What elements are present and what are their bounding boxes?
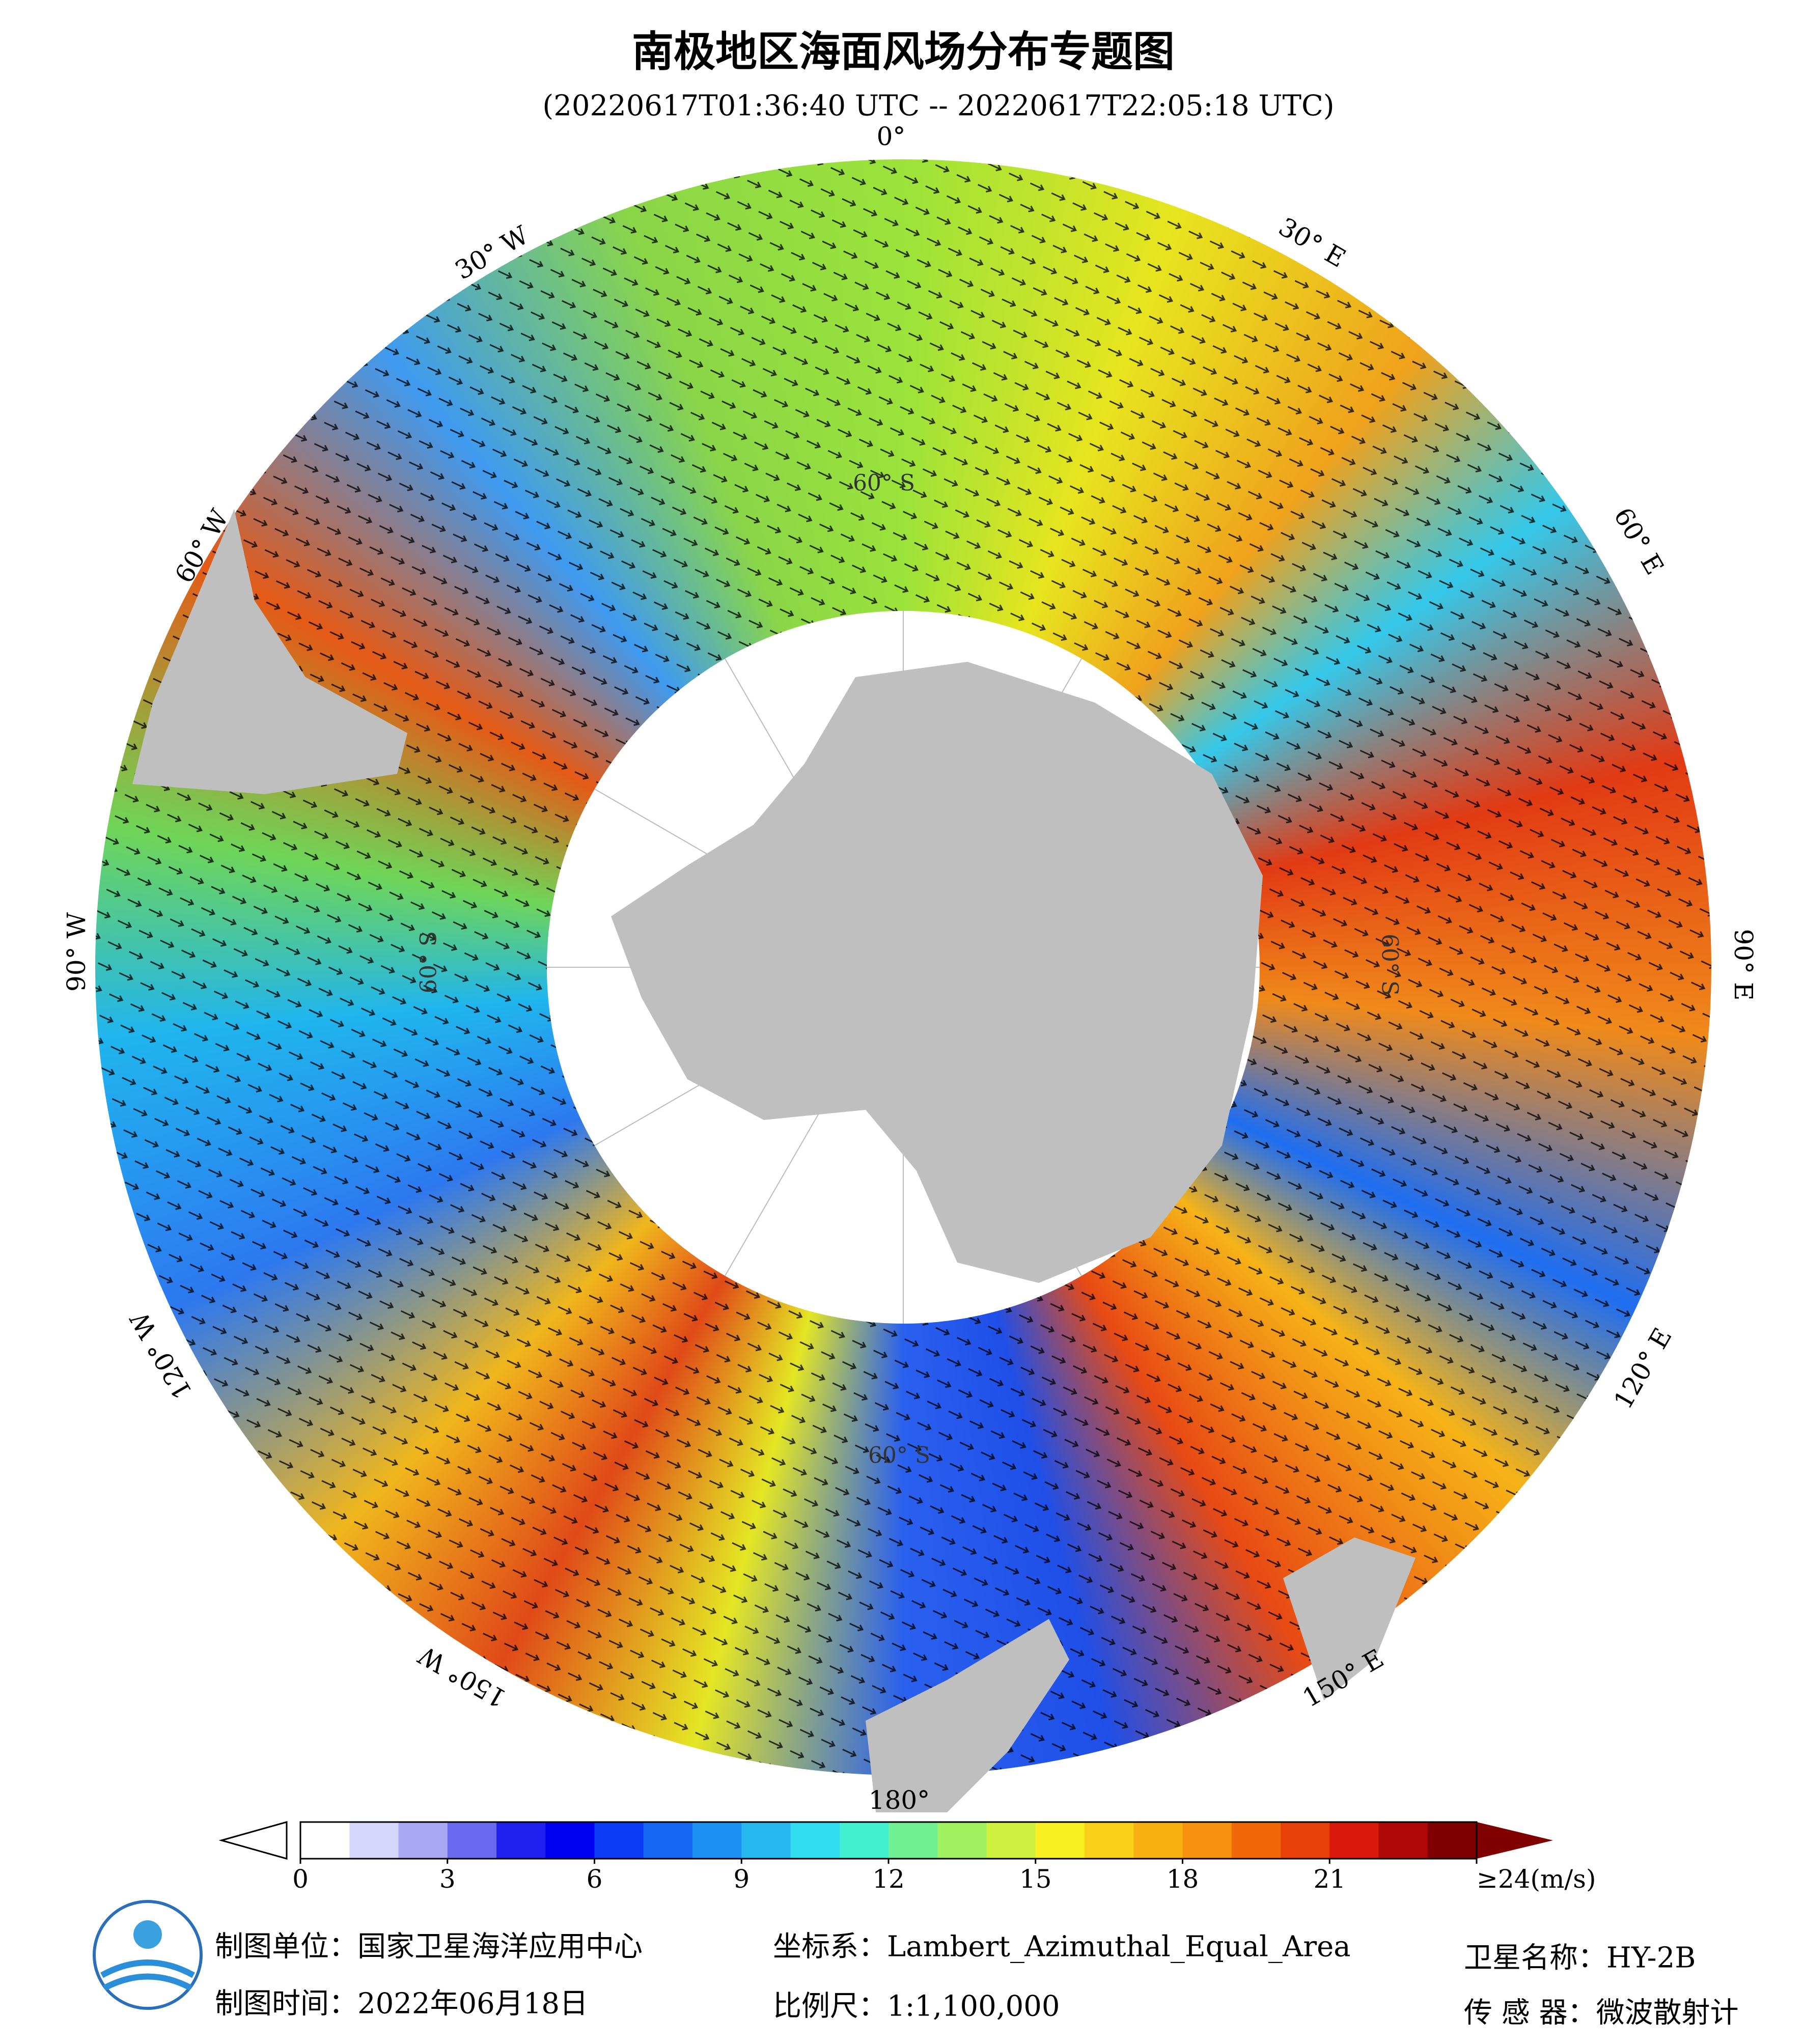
colorbar-cell [594, 1822, 644, 1859]
longitude-label: 90° E [1729, 929, 1758, 1000]
map-unit: 制图单位：国家卫星海洋应用中心 [215, 1930, 643, 1964]
colorbar-cell [839, 1822, 889, 1859]
colorbar-cell [889, 1822, 938, 1859]
satellite-name: 卫星名称：HY-2B [1464, 1942, 1696, 1975]
longitude-label: 0° [877, 122, 906, 151]
australia [1283, 1537, 1416, 1700]
colorbar-tick-label: 15 [1019, 1864, 1052, 1894]
colorbar-cell [986, 1822, 1036, 1859]
colorbar-cell [1231, 1822, 1281, 1859]
colorbar-cell [1133, 1822, 1183, 1859]
logo [93, 1900, 203, 2010]
colorbar-cell [1281, 1822, 1330, 1859]
colorbar-max-arrow [1477, 1822, 1553, 1859]
colorbar-cell [1329, 1822, 1379, 1859]
colorbar-tick-label: 21 [1313, 1864, 1346, 1894]
colorbar-cell [398, 1822, 448, 1859]
colorbar-min-arrow [218, 1821, 288, 1860]
colorbar-tick-label: 18 [1167, 1864, 1199, 1894]
map-scale: 比例尺：1:1,100,000 [773, 1990, 1060, 2023]
colorbar-tick-label: 6 [587, 1864, 603, 1894]
colorbar-cell [741, 1822, 791, 1859]
coordinate-system: 坐标系：Lambert_Azimuthal_Equal_Area [773, 1930, 1351, 1964]
colorbar-tick-label: 9 [733, 1864, 750, 1894]
colorbar-cell [349, 1822, 399, 1859]
longitude-label: 90° W [62, 912, 91, 992]
subtitle: (20220617T01:36:40 UTC -- 20220617T22:05… [542, 90, 1334, 123]
colorbar-tick-label: ≥24(m/s) [1477, 1864, 1596, 1894]
colorbar-cell [790, 1822, 840, 1859]
latitude-label: 60° S [868, 1443, 930, 1469]
sensor: 传 感 器：微波散射计 [1464, 1997, 1739, 2030]
colorbar-cell [1182, 1822, 1232, 1859]
colorbar-tick-label: 0 [292, 1864, 309, 1894]
colorbar-cell [643, 1822, 693, 1859]
colorbar-cell [545, 1822, 595, 1859]
colorbar: 0 3 6 9 12 15 18 21 ≥24(m/s) [218, 1821, 1596, 1894]
colorbar-cell [496, 1822, 546, 1859]
colorbar-cell [692, 1822, 742, 1859]
colorbar-cell [1035, 1822, 1085, 1859]
latitude-label: 60° S [853, 470, 915, 496]
latitude-label: 60° S [1377, 934, 1403, 996]
colorbar-cell [300, 1822, 350, 1859]
antarctica [611, 662, 1263, 1283]
colorbar-cell [447, 1822, 497, 1859]
colorbar-cell [1085, 1822, 1134, 1859]
colorbar-cell [1378, 1822, 1428, 1859]
colorbar-tick-label: 12 [872, 1864, 905, 1894]
new-zealand [866, 1619, 1069, 1812]
title: 南极地区海面风场分布专题图 [632, 27, 1175, 76]
colorbar-cell [1427, 1822, 1477, 1859]
south-america [132, 509, 407, 794]
map-time: 制图时间：2022年06月18日 [215, 1987, 588, 2021]
latitude-label: 60° S [416, 931, 442, 993]
longitude-label: 60° E [1608, 502, 1670, 579]
colorbar-tick-label: 3 [439, 1864, 456, 1894]
colorbar-cell [937, 1822, 987, 1859]
longitude-label: 180° [869, 1785, 930, 1815]
